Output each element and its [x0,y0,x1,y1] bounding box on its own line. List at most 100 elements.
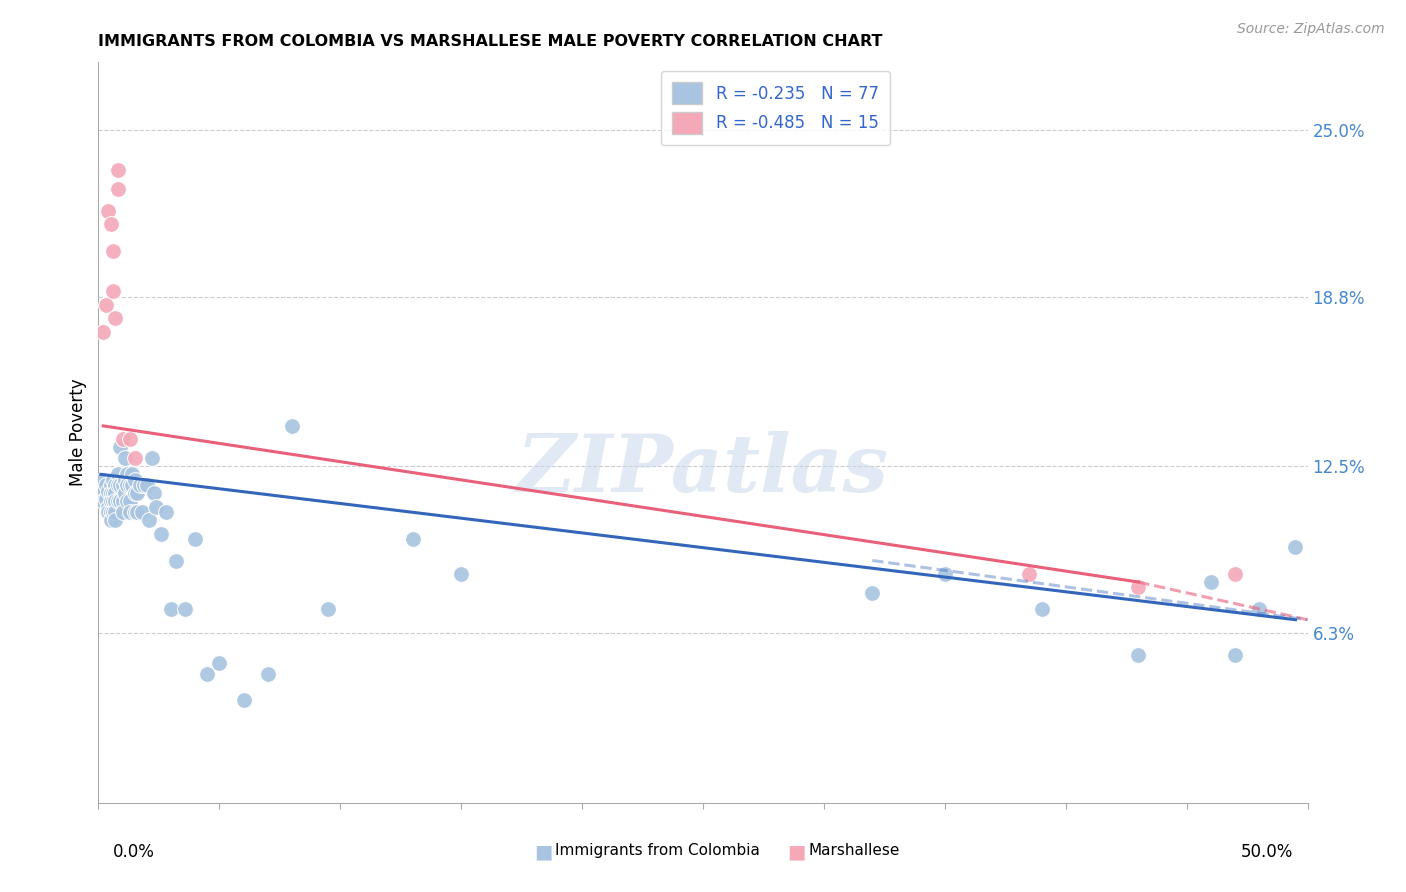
Point [150,526,173,541]
Point [104,505,127,519]
Point [1284,540,1306,554]
Point [101,494,124,508]
Point [124,486,146,500]
Point [160,602,183,616]
Text: IMMIGRANTS FROM COLOMBIA VS MARSHALLESE MALE POVERTY CORRELATION CHART: IMMIGRANTS FROM COLOMBIA VS MARSHALLESE … [98,34,883,49]
Point [91,473,114,487]
Point [134,478,156,492]
Point [94,491,117,506]
Point [135,478,157,492]
Point [155,505,177,519]
Point [104,486,127,500]
Point [121,467,143,482]
Point [184,532,207,546]
Text: Immigrants from Colombia: Immigrants from Colombia [555,843,761,858]
Point [117,494,139,508]
Y-axis label: Male Poverty: Male Poverty [69,379,87,486]
Point [1128,581,1150,595]
Text: Source: ZipAtlas.com: Source: ZipAtlas.com [1237,22,1385,37]
Point [101,486,124,500]
Point [94,478,117,492]
Point [108,441,131,455]
Point [143,486,166,500]
Point [101,285,124,299]
Point [124,505,146,519]
Point [107,182,129,196]
Point [118,494,141,508]
Point [1031,602,1053,616]
Point [232,693,254,707]
Point [94,298,117,312]
Point [97,505,120,519]
Point [174,602,197,616]
Point [104,311,127,326]
Point [316,602,339,616]
Legend: R = -0.235   N = 77, R = -0.485   N = 15: R = -0.235 N = 77, R = -0.485 N = 15 [661,70,890,145]
Point [118,433,141,447]
Point [97,203,120,218]
Point [104,494,127,508]
Text: Marshallese: Marshallese [808,843,900,858]
Point [208,656,231,670]
Point [450,566,472,581]
Point [97,483,120,498]
Point [402,532,425,546]
Point [100,505,122,519]
Point [138,513,160,527]
Point [100,513,122,527]
Point [107,467,129,482]
Point [111,433,134,447]
Point [1018,566,1040,581]
Point [256,666,278,681]
Point [100,217,122,231]
Point [111,505,134,519]
Text: 0.0%: 0.0% [112,843,155,861]
Text: ■: ■ [787,843,806,862]
Point [104,513,127,527]
Point [104,478,127,492]
Text: ■: ■ [534,843,553,862]
Point [145,500,167,514]
Point [114,473,136,487]
Point [118,505,141,519]
Point [124,451,146,466]
Point [117,478,139,492]
Point [118,478,141,492]
Point [1223,648,1246,662]
Point [1128,648,1150,662]
Point [1199,575,1222,590]
Point [97,500,120,514]
Point [165,553,187,567]
Point [127,505,149,519]
Point [100,494,122,508]
Point [107,494,129,508]
Point [91,494,114,508]
Point [108,494,131,508]
Point [100,486,122,500]
Point [124,473,146,487]
Point [107,163,129,178]
Point [121,478,143,492]
Point [1223,566,1246,581]
Point [117,467,139,482]
Point [114,451,136,466]
Point [131,505,153,519]
Point [101,244,124,258]
Point [1249,602,1271,616]
Point [111,494,134,508]
Point [141,451,163,466]
Point [91,325,114,339]
Text: ZIPatlas: ZIPatlas [517,431,889,508]
Point [108,478,131,492]
Point [934,566,956,581]
Point [127,486,149,500]
Point [195,666,218,681]
Point [128,478,150,492]
Text: 50.0%: 50.0% [1241,843,1294,861]
Point [111,478,134,492]
Point [101,473,124,487]
Point [281,418,304,433]
Point [114,486,136,500]
Point [107,478,129,492]
Point [90,486,112,500]
